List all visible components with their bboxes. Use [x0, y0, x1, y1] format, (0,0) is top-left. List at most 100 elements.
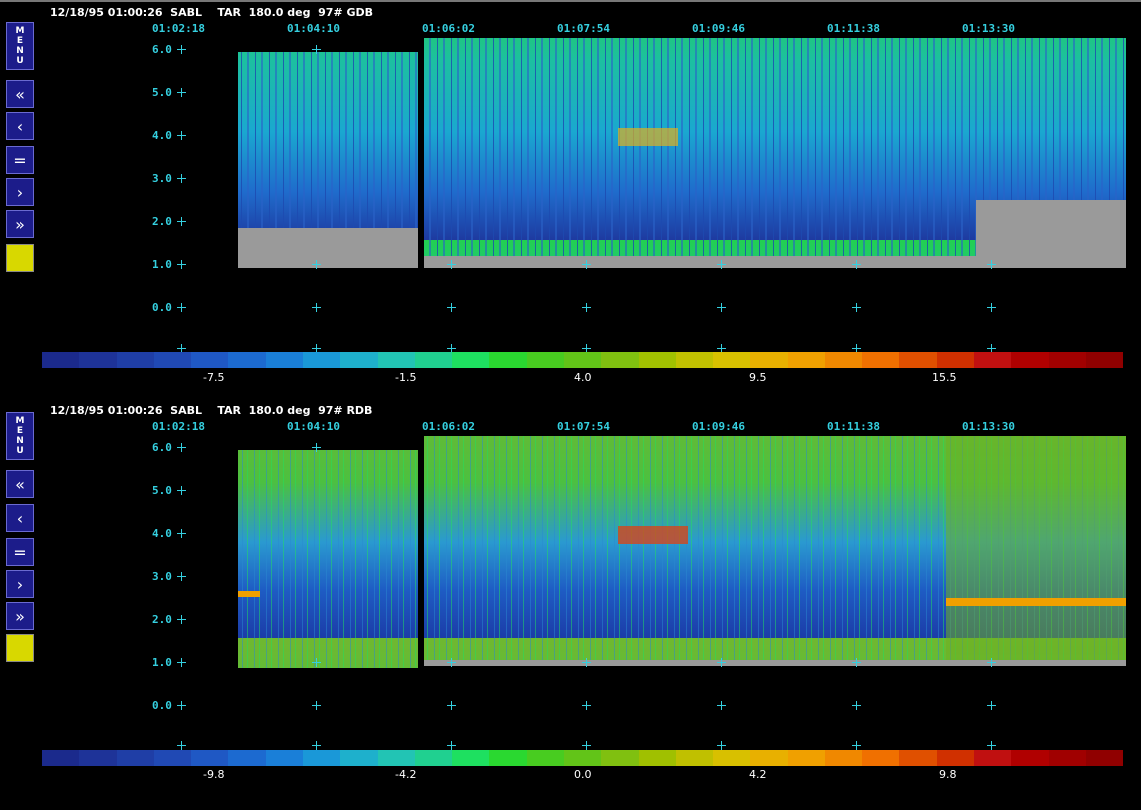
colorbar-swatch [750, 352, 788, 368]
fast-back-button[interactable]: « [6, 80, 34, 108]
colorbar-swatch [340, 352, 378, 368]
colorbar-swatch [974, 352, 1012, 368]
height-label: 3.0 [152, 172, 172, 185]
grid-cross [177, 174, 186, 183]
status-indicator[interactable] [6, 634, 34, 662]
colorbar-swatch [824, 352, 863, 368]
grid-cross [177, 45, 186, 54]
colorbar-swatch [79, 352, 117, 368]
grid-cross [177, 486, 186, 495]
height-label: 1.0 [152, 258, 172, 271]
grid-cross [312, 260, 321, 269]
colorbar-swatch [42, 750, 80, 766]
grid-cross [447, 741, 456, 750]
grid-cross [177, 701, 186, 710]
stop-button[interactable]: = [6, 538, 34, 566]
grid-cross [447, 303, 456, 312]
grid-cross [447, 344, 456, 353]
grid-cross [852, 741, 861, 750]
double-chevron-left-icon: « [15, 84, 25, 104]
colorbar-tick-label: -4.2 [395, 768, 417, 781]
height-label: 4.0 [152, 527, 172, 540]
colorbar-swatch [377, 750, 415, 766]
time-label: 01:13:30 [962, 420, 1015, 433]
colorbar [42, 750, 1124, 766]
stop-button[interactable]: = [6, 146, 34, 174]
grid-cross [852, 260, 861, 269]
colorbar-swatch [563, 750, 602, 766]
step-forward-button[interactable]: › [6, 570, 34, 598]
height-label: 5.0 [152, 484, 172, 497]
grid-cross [177, 658, 186, 667]
colorbar-swatch [265, 750, 303, 766]
colorbar-tick-label: -7.5 [203, 371, 225, 384]
colorbar-swatch [1048, 352, 1086, 368]
grid-cross [717, 344, 726, 353]
colorbar [42, 352, 1124, 368]
menu-button[interactable]: M E N U [6, 22, 34, 70]
chevron-left-icon: ‹ [16, 508, 24, 528]
colorbar-swatch [899, 750, 937, 766]
radar-image-gdb [238, 38, 1126, 268]
time-label: 01:07:54 [557, 420, 610, 433]
colorbar-swatch [414, 750, 453, 766]
panel-header: 12/18/95 01:00:26 SABL TAR 180.0 deg 97#… [50, 404, 373, 417]
grid-cross [312, 443, 321, 452]
status-indicator[interactable] [6, 244, 34, 272]
colorbar-swatch [750, 750, 788, 766]
grid-cross [177, 529, 186, 538]
colorbar-swatch [824, 750, 863, 766]
grid-cross [717, 741, 726, 750]
grid-cross [447, 701, 456, 710]
grid-cross [177, 741, 186, 750]
colorbar-swatch [1011, 750, 1049, 766]
grid-cross [987, 701, 996, 710]
colorbar-swatch [191, 750, 229, 766]
colorbar-swatch [675, 750, 714, 766]
colorbar-swatch [377, 352, 415, 368]
colorbar-swatch [42, 352, 80, 368]
colorbar-swatch [638, 750, 676, 766]
step-forward-button[interactable]: › [6, 178, 34, 206]
grid-cross [177, 615, 186, 624]
grid-cross [177, 88, 186, 97]
height-label: 2.0 [152, 613, 172, 626]
colorbar-swatch [153, 750, 192, 766]
colorbar-swatch [1011, 352, 1049, 368]
colorbar-swatch [452, 352, 490, 368]
step-back-button[interactable]: ‹ [6, 504, 34, 532]
colorbar-swatch [936, 750, 975, 766]
grid-cross [852, 303, 861, 312]
colorbar-swatch [153, 352, 192, 368]
fast-back-button[interactable]: « [6, 470, 34, 498]
grid-cross [987, 658, 996, 667]
grid-cross [177, 303, 186, 312]
fast-forward-button[interactable]: » [6, 602, 34, 630]
grid-cross [177, 260, 186, 269]
colorbar-swatch [1085, 750, 1124, 766]
chevron-left-icon: ‹ [16, 116, 24, 136]
fast-forward-button[interactable]: » [6, 210, 34, 238]
grid-cross [987, 344, 996, 353]
menu-letter: N [16, 46, 24, 56]
colorbar-swatch [601, 750, 639, 766]
grid-cross [312, 303, 321, 312]
menu-letter: U [16, 446, 24, 456]
colorbar-swatch [228, 750, 266, 766]
time-label: 01:04:10 [287, 22, 340, 35]
colorbar-tick-label: 9.8 [939, 768, 957, 781]
step-back-button[interactable]: ‹ [6, 112, 34, 140]
menu-button[interactable]: M E N U [6, 412, 34, 460]
time-label: 01:09:46 [692, 22, 745, 35]
colorbar-swatch [862, 750, 900, 766]
colorbar-swatch [675, 352, 714, 368]
colorbar-swatch [713, 750, 751, 766]
colorbar-swatch [228, 352, 266, 368]
colorbar-swatch [79, 750, 117, 766]
grid-cross [987, 260, 996, 269]
colorbar-swatch [638, 352, 676, 368]
colorbar-swatch [936, 352, 975, 368]
menu-letter: M [15, 416, 25, 426]
grid-cross [717, 260, 726, 269]
colorbar-swatch [563, 352, 602, 368]
